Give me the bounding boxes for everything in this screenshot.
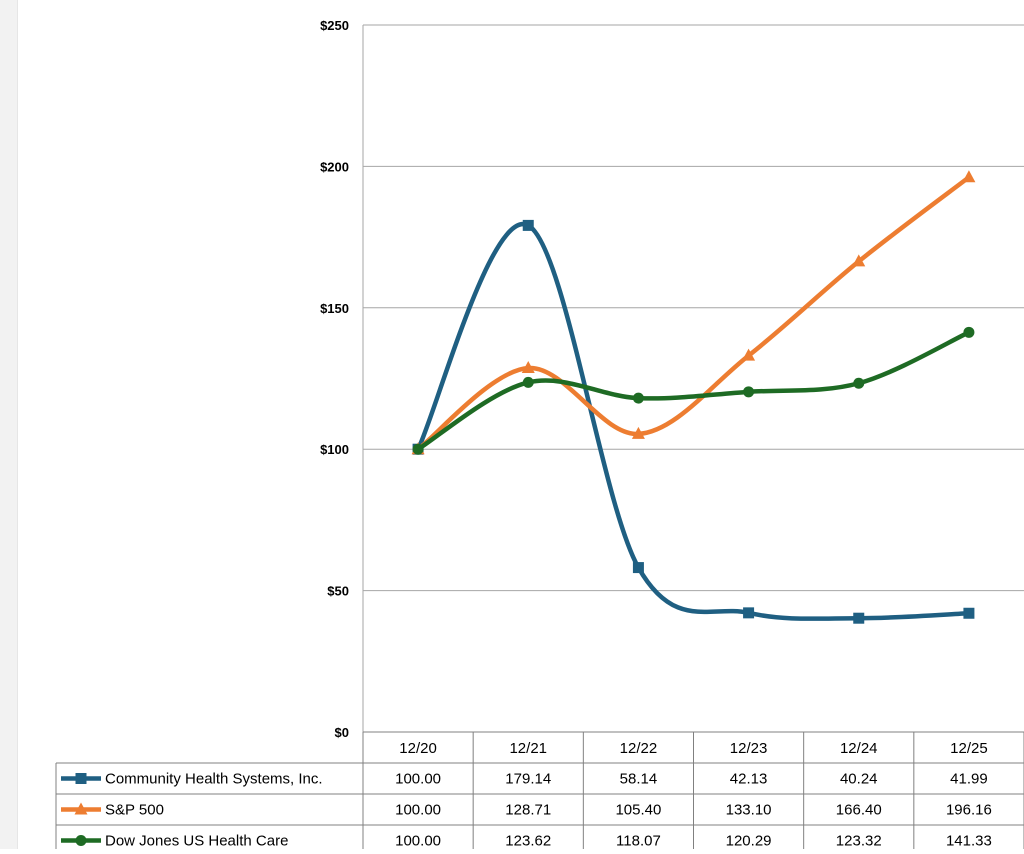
x-category-label: 12/25 bbox=[950, 740, 988, 757]
data-value-label: 58.14 bbox=[620, 771, 658, 788]
legend-key-marker bbox=[75, 773, 87, 784]
data-value-label: 141.33 bbox=[946, 833, 992, 850]
y-tick-label: $200 bbox=[320, 159, 349, 174]
data-value-label: 123.32 bbox=[836, 833, 882, 850]
legend-key-marker bbox=[75, 835, 87, 846]
data-point-marker bbox=[852, 254, 866, 267]
data-point-marker bbox=[521, 361, 535, 374]
data-point-marker bbox=[742, 348, 756, 361]
series-0 bbox=[412, 219, 975, 624]
series-name-label: Dow Jones US Health Care bbox=[105, 833, 288, 850]
series-line bbox=[415, 175, 972, 452]
data-value-label: 128.71 bbox=[505, 802, 551, 819]
y-tick-label: $150 bbox=[320, 301, 349, 316]
y-tick-label: $0 bbox=[335, 725, 349, 740]
data-value-label: 196.16 bbox=[946, 802, 992, 819]
left-panel-strip bbox=[0, 0, 18, 849]
x-category-label: 12/21 bbox=[509, 740, 547, 757]
data-value-label: 179.14 bbox=[505, 771, 551, 788]
data-value-label: 166.40 bbox=[836, 802, 882, 819]
x-category-label: 12/22 bbox=[620, 740, 658, 757]
data-point-marker bbox=[963, 607, 975, 619]
table-row: S&P 500 100.00 128.71 105.40 133.10 166.40 196… bbox=[61, 802, 992, 819]
x-category-label: 12/20 bbox=[399, 740, 437, 757]
data-value-label: 40.24 bbox=[840, 771, 878, 788]
data-point-marker bbox=[853, 612, 865, 624]
series-2 bbox=[412, 326, 975, 455]
data-point-marker bbox=[963, 326, 975, 338]
gridlines bbox=[362, 24, 1024, 732]
y-tick-label: $50 bbox=[327, 584, 349, 599]
data-point-marker bbox=[522, 219, 534, 231]
data-value-label: 118.07 bbox=[616, 833, 661, 850]
series-name-label: Community Health Systems, Inc. bbox=[105, 771, 323, 788]
data-value-label: 105.40 bbox=[615, 802, 661, 819]
series-1 bbox=[411, 170, 976, 455]
y-axis: $0 $50 $100 $150 $200 $250 bbox=[320, 18, 349, 740]
table-row: Dow Jones US Health Care 100.00 123.62 118.… bbox=[61, 833, 992, 850]
y-tick-label: $250 bbox=[320, 18, 349, 33]
x-category-label: 12/24 bbox=[840, 740, 878, 757]
legend-key-marker bbox=[74, 802, 88, 815]
data-value-label: 100.00 bbox=[395, 771, 441, 788]
series-name-label: S&P 500 bbox=[105, 802, 164, 819]
data-point-marker bbox=[632, 562, 644, 574]
y-tick-label: $100 bbox=[320, 442, 349, 457]
data-value-label: 100.00 bbox=[395, 802, 441, 819]
data-value-label: 133.10 bbox=[726, 802, 772, 819]
data-table: 12/20 12/21 12/22 12/23 12/24 12/25 Community … bbox=[55, 731, 1024, 854]
data-value-label: 120.29 bbox=[726, 833, 772, 850]
data-point-marker bbox=[522, 376, 534, 388]
data-value-label: 123.62 bbox=[505, 833, 551, 850]
series-line bbox=[415, 330, 972, 452]
data-value-label: 42.13 bbox=[730, 771, 768, 788]
series-line bbox=[415, 221, 972, 621]
series-lines bbox=[411, 170, 976, 624]
data-value-label: 100.00 bbox=[395, 833, 441, 850]
data-point-marker bbox=[632, 392, 644, 404]
data-point-marker bbox=[743, 607, 755, 619]
data-point-marker bbox=[853, 377, 865, 389]
data-point-marker bbox=[743, 386, 755, 398]
data-point-marker bbox=[631, 426, 645, 439]
data-value-label: 41.99 bbox=[950, 771, 988, 788]
data-point-marker bbox=[962, 170, 976, 183]
table-row: Community Health Systems, Inc. 100.00 179.… bbox=[61, 771, 988, 788]
data-point-marker bbox=[412, 443, 424, 455]
x-category-label: 12/23 bbox=[730, 740, 768, 757]
